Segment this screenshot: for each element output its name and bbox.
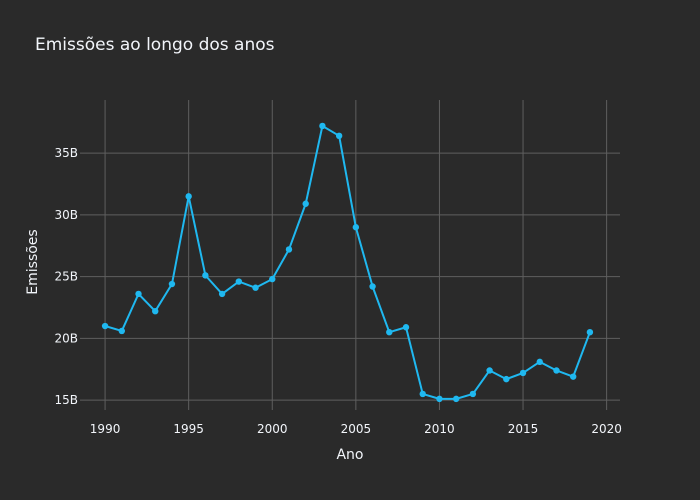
y-axis-title: Emissões (25, 229, 41, 294)
data-point-2001[interactable] (285, 246, 293, 253)
data-point-1997[interactable] (218, 290, 226, 298)
data-point-2016[interactable] (536, 358, 543, 366)
x-tick-label: 2000 (257, 422, 288, 436)
data-point-2010[interactable] (436, 395, 443, 403)
data-point-2002[interactable] (302, 200, 309, 207)
y-tick-label: 35B (54, 146, 78, 160)
y-tick-label: 25B (54, 270, 78, 284)
x-tick-label: 1995 (173, 422, 204, 436)
data-point-1991[interactable] (118, 327, 125, 335)
y-tick-label: 20B (54, 331, 78, 345)
data-point-2008[interactable] (402, 324, 410, 331)
data-point-1998[interactable] (235, 278, 243, 285)
series-layer (101, 122, 594, 403)
data-point-1994[interactable] (168, 280, 176, 288)
data-point-2017[interactable] (553, 367, 560, 374)
data-point-1996[interactable] (202, 272, 209, 279)
data-point-2004[interactable] (335, 132, 343, 140)
x-tick-label: 2005 (341, 422, 372, 436)
data-point-2005[interactable] (352, 224, 360, 231)
data-point-2018[interactable] (569, 373, 577, 380)
series-line-0 (104, 124, 591, 400)
data-point-2012[interactable] (469, 390, 477, 398)
x-tick-label: 2020 (591, 422, 622, 436)
y-tick-label: 30B (54, 208, 78, 222)
y-tick-label: 15B (54, 393, 78, 407)
x-axis-title: Ano (336, 447, 363, 463)
data-point-1995[interactable] (185, 193, 192, 200)
data-point-2019[interactable] (586, 328, 594, 336)
x-axis-ticks: 1990 1995 2000 2005 2010 2015 2020 (90, 422, 622, 436)
x-tick-label: 1990 (90, 422, 121, 436)
data-point-2000[interactable] (269, 275, 276, 283)
data-point-1992[interactable] (135, 290, 142, 298)
data-point-2014[interactable] (503, 375, 510, 383)
data-point-1990[interactable] (101, 322, 109, 330)
y-axis-ticks: 15B 20B 25B 30B 35B (54, 146, 78, 407)
grid (80, 100, 620, 410)
data-point-2015[interactable] (519, 369, 527, 377)
chart-title: Emissões ao longo dos anos (35, 35, 275, 55)
x-tick-label: 2010 (424, 422, 455, 436)
data-point-1993[interactable] (152, 307, 159, 315)
data-point-2003[interactable] (319, 122, 326, 130)
data-point-2011[interactable] (452, 395, 460, 403)
data-point-2013[interactable] (486, 367, 493, 374)
data-point-1999[interactable] (252, 284, 259, 291)
data-point-2006[interactable] (369, 283, 376, 290)
data-point-2007[interactable] (386, 328, 393, 336)
x-tick-label: 2015 (508, 422, 539, 436)
data-point-2009[interactable] (419, 390, 426, 398)
